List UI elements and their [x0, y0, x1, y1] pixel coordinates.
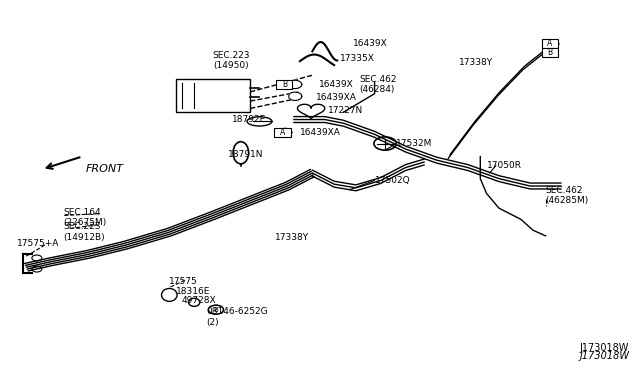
Text: SEC.164
(22675M): SEC.164 (22675M): [63, 208, 107, 227]
Text: SEC.462
(46285M): SEC.462 (46285M): [545, 186, 589, 205]
Text: A: A: [547, 39, 552, 48]
Text: 16439X: 16439X: [319, 80, 353, 89]
Text: 17338Y: 17338Y: [275, 233, 309, 242]
Polygon shape: [289, 80, 302, 89]
Text: B: B: [282, 80, 287, 89]
Circle shape: [32, 255, 42, 261]
Polygon shape: [279, 128, 292, 137]
Text: 17575+A: 17575+A: [17, 239, 60, 248]
Polygon shape: [289, 92, 302, 100]
Text: J173018W: J173018W: [580, 343, 629, 353]
Ellipse shape: [233, 142, 248, 164]
Ellipse shape: [189, 298, 200, 307]
Text: SEC.223
(14950): SEC.223 (14950): [212, 51, 250, 70]
Circle shape: [209, 305, 223, 314]
Bar: [175, 79, 250, 112]
Text: 18791N: 18791N: [228, 150, 264, 159]
Text: 16439X: 16439X: [353, 39, 388, 48]
Text: 17502Q: 17502Q: [374, 176, 410, 185]
Text: 08146-6252G
(2): 08146-6252G (2): [207, 307, 268, 327]
Circle shape: [32, 266, 42, 272]
Text: 16439XA: 16439XA: [316, 93, 356, 102]
Circle shape: [374, 137, 396, 150]
Text: B: B: [214, 307, 218, 313]
Text: 17335X: 17335X: [340, 54, 375, 63]
Text: B: B: [547, 48, 552, 57]
Text: 17227N: 17227N: [328, 106, 363, 115]
Text: 17532M: 17532M: [396, 139, 433, 148]
Ellipse shape: [247, 117, 272, 126]
Text: 16439XA: 16439XA: [300, 128, 340, 137]
Text: 17338Y: 17338Y: [458, 58, 493, 67]
Text: FRONT: FRONT: [85, 164, 124, 174]
Text: A: A: [280, 128, 285, 137]
Text: 49728X: 49728X: [182, 296, 216, 305]
Text: 17050R: 17050R: [486, 161, 522, 170]
Ellipse shape: [161, 288, 177, 301]
Bar: [276, 80, 292, 89]
Circle shape: [209, 305, 223, 314]
Bar: [542, 39, 558, 48]
Text: 18792E: 18792E: [232, 115, 266, 124]
Bar: [542, 48, 558, 57]
Text: 18316E: 18316E: [175, 287, 210, 296]
Text: 17575: 17575: [170, 278, 198, 286]
Text: J173018W: J173018W: [580, 351, 630, 361]
Text: SEC.223
(14912B): SEC.223 (14912B): [63, 222, 105, 242]
Text: SEC.462
(46284): SEC.462 (46284): [359, 75, 397, 94]
Bar: [275, 128, 291, 137]
